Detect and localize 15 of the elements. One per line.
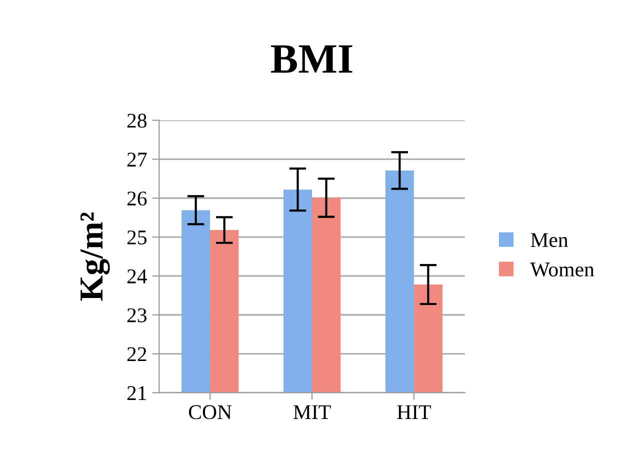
x-tick-label: MIT [294, 405, 331, 419]
y-tick-label: 24 [127, 269, 147, 284]
y-tick-label: 23 [127, 308, 146, 322]
y-axis-title: Kg/m² [80, 212, 110, 301]
chart-title: BMI [271, 45, 352, 73]
x-tick-label: CON [188, 405, 232, 420]
y-tick-label: 22 [127, 347, 146, 362]
legend-label: Men [530, 233, 568, 248]
legend-label: Women [530, 262, 594, 277]
x-tick-label: HIT [397, 405, 431, 419]
y-tick-label: 28 [127, 114, 147, 128]
y-tick-label: 27 [127, 152, 147, 166]
y-tick-label: 25 [127, 230, 146, 244]
y-tick-label: 21 [127, 386, 146, 400]
y-tick-label: 26 [127, 192, 147, 206]
